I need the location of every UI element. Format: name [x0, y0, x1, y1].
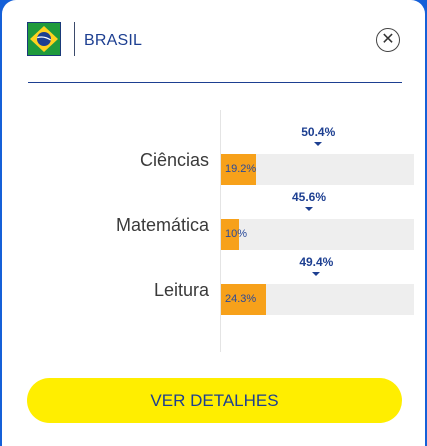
chart-row: Ciências 19.2% 50.4%	[2, 110, 425, 185]
details-button[interactable]: VER DETALHES	[27, 378, 402, 423]
bar-fill	[221, 154, 256, 185]
header-divider	[28, 82, 402, 83]
chart-row: Matemática 10% 45.6%	[2, 175, 425, 250]
bar-value-label: 10%	[225, 228, 248, 240]
bar-track: 19.2%	[221, 154, 414, 185]
bar-value-label: 19.2%	[225, 163, 257, 175]
country-name: BRASIL	[84, 32, 143, 49]
bar-value-label: 24.3%	[225, 293, 257, 305]
card-header: BRASIL ✕	[27, 20, 402, 64]
close-icon[interactable]: ✕	[376, 28, 400, 52]
category-label: Ciências	[139, 150, 209, 170]
bar-fill	[221, 219, 239, 250]
category-label: Matemática	[115, 215, 209, 235]
reference-value-label: 50.4%	[301, 125, 336, 139]
performance-chart: Ciências 19.2% 50.4% Matemática 10% 45.6% Leit…	[2, 110, 425, 360]
bar-fill	[221, 284, 266, 315]
chart-row: Leitura 24.3% 49.4%	[2, 240, 425, 315]
reference-marker: 45.6%	[292, 190, 326, 211]
reference-pointer-icon	[305, 207, 313, 211]
category-label: Leitura	[153, 280, 209, 300]
reference-pointer-icon	[314, 142, 323, 146]
bar-track: 24.3%	[221, 284, 414, 315]
reference-pointer-icon	[312, 272, 321, 276]
chart-axis-line	[220, 110, 221, 352]
reference-value-label: 49.4%	[299, 255, 334, 269]
header-separator	[74, 22, 75, 56]
bar-track: 10%	[221, 219, 414, 250]
reference-marker: 50.4%	[301, 125, 335, 146]
brazil-flag-icon	[27, 22, 61, 56]
reference-marker: 49.4%	[299, 255, 333, 276]
reference-value-label: 45.6%	[291, 190, 327, 204]
